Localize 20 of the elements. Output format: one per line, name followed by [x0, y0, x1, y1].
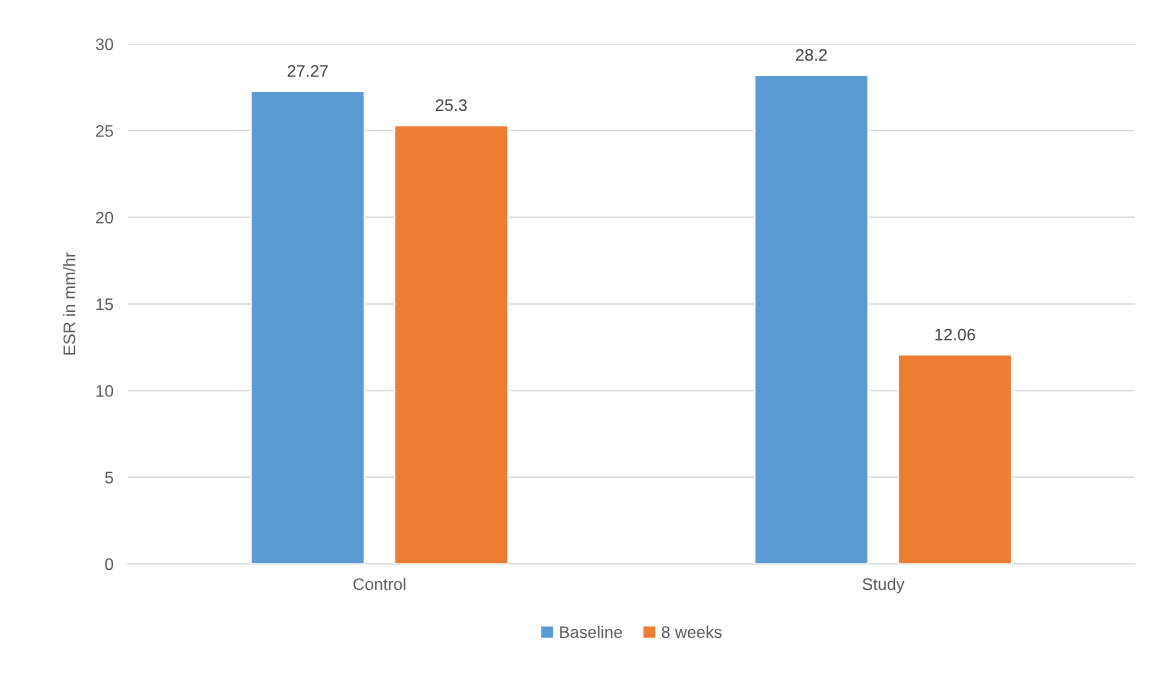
y-tick-label: 0 — [105, 558, 114, 571]
bar — [393, 124, 509, 564]
y-tick-label: 25 — [96, 125, 114, 137]
y-tick-label: 20 — [96, 211, 114, 224]
bar — [897, 354, 1013, 564]
x-tick-label: Control — [353, 577, 406, 591]
y-axis-title: ESR in mm/hr — [63, 252, 76, 355]
y-tick-label: 5 — [105, 471, 114, 484]
legend-label: 8 weeks — [661, 625, 722, 639]
legend-label: Baseline — [560, 625, 623, 639]
y-tick-label: 30 — [95, 38, 114, 51]
y-tick-label: 15 — [96, 298, 114, 311]
bar — [754, 74, 869, 564]
y-tick-label: 10 — [96, 385, 114, 397]
data-label: 25.3 — [435, 99, 467, 112]
x-tick-label: Study — [862, 577, 905, 594]
data-label: 27.27 — [287, 65, 328, 77]
data-label: 28.2 — [796, 48, 827, 61]
bar — [250, 90, 366, 564]
data-label: 12.06 — [935, 328, 976, 341]
